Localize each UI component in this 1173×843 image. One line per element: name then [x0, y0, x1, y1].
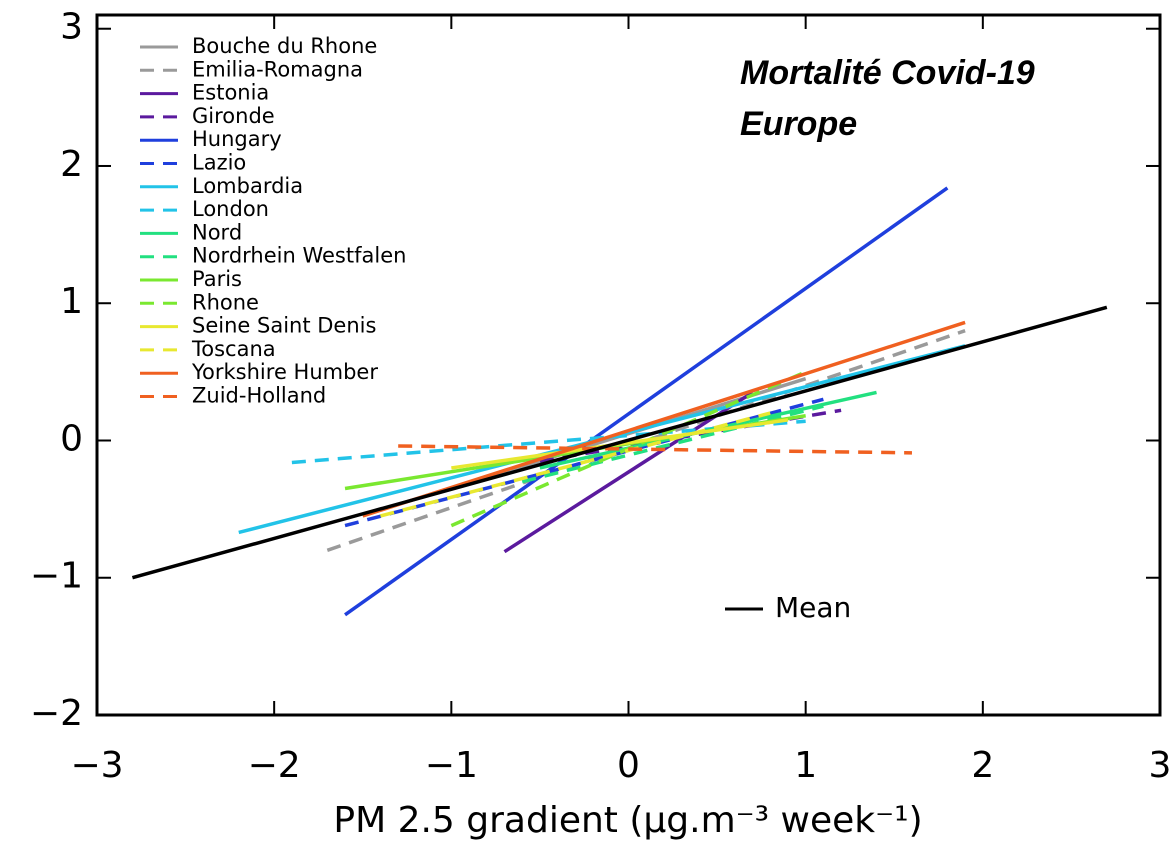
legend-label: Rhone: [192, 290, 259, 314]
legend-label: Nordrhein Westfalen: [192, 244, 406, 268]
chart-subtitle: Europe: [740, 105, 857, 143]
x-tick-label: 1: [794, 745, 817, 786]
series-line: [362, 320, 966, 518]
legend-label: Paris: [192, 267, 242, 291]
legend-label: Nord: [192, 220, 242, 244]
legend-label: Mean: [775, 591, 851, 624]
legend-label: Hungary: [192, 127, 282, 151]
series-line: [131, 305, 1108, 580]
series-line: [521, 404, 824, 484]
chart-title: Mortalité Covid-19: [740, 54, 1035, 92]
legend-label: Zuid-Holland: [192, 384, 326, 408]
legend-label: Bouche du Rhone: [192, 34, 377, 58]
series-line: [291, 419, 806, 465]
x-tick-label: −2: [248, 745, 301, 786]
legend-label: Lombardia: [192, 174, 303, 198]
legend-label: Toscana: [191, 337, 276, 361]
x-axis-label: PM 2.5 gradient (μg.m⁻³ week⁻¹): [333, 800, 922, 841]
y-tick-label: −1: [30, 556, 83, 597]
legend-label: Lazio: [192, 151, 246, 175]
series-line: [344, 186, 949, 617]
series-line: [503, 390, 754, 554]
x-tick-label: 0: [617, 745, 640, 786]
legend-label: London: [192, 197, 269, 221]
series-line: [344, 397, 824, 528]
y-tick-label: 1: [60, 281, 83, 322]
x-tick-label: 3: [1149, 745, 1172, 786]
series-line: [326, 329, 966, 552]
x-tick-label: −1: [425, 745, 478, 786]
y-tick-label: −2: [30, 693, 83, 734]
legend-label: Estonia: [192, 81, 269, 105]
x-tick-label: −3: [70, 745, 123, 786]
series-line: [398, 444, 912, 455]
y-tick-label: 0: [60, 418, 83, 459]
legend-label: Yorkshire Humber: [191, 360, 378, 384]
y-tick-label: 3: [60, 7, 83, 48]
legend-label: Emilia-Romagna: [192, 57, 363, 81]
legend-label: Gironde: [192, 104, 275, 128]
series-line: [380, 411, 771, 518]
x-tick-label: 2: [971, 745, 994, 786]
legend-label: Seine Saint Denis: [192, 314, 376, 338]
y-tick-label: 2: [60, 144, 83, 185]
